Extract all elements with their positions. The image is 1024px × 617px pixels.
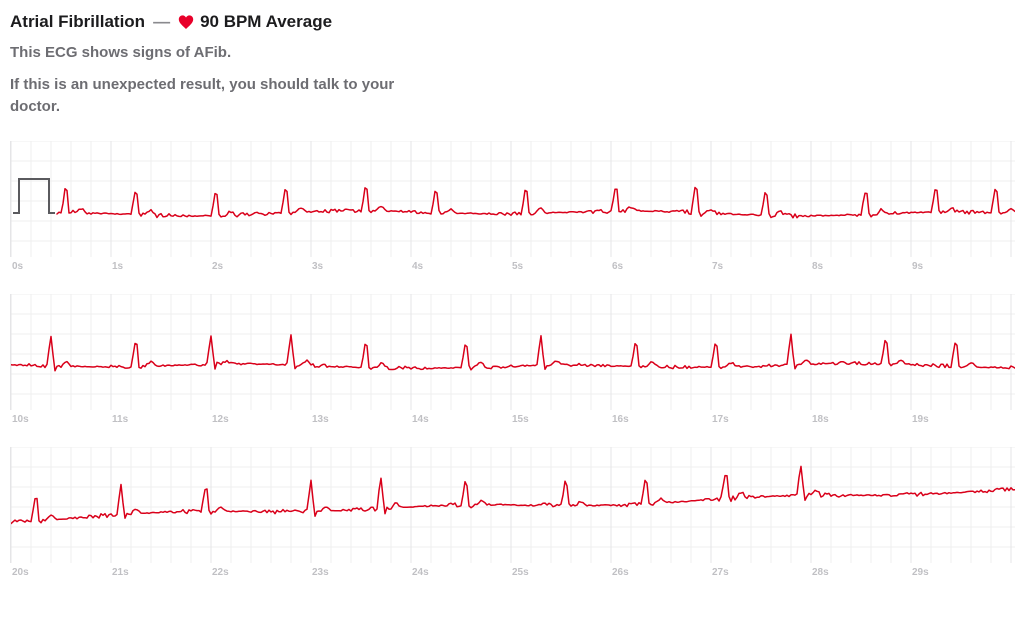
time-tick-label: 27s (710, 567, 810, 578)
time-tick-label: 20s (10, 567, 110, 578)
time-tick-label: 1s (110, 261, 210, 272)
time-tick-label: 3s (310, 261, 410, 272)
time-tick-label: 21s (110, 567, 210, 578)
time-tick-label: 5s (510, 261, 610, 272)
time-tick-label: 9s (910, 261, 1010, 272)
time-axis: 10s11s12s13s14s15s16s17s18s19s (10, 414, 1014, 425)
title-line: Atrial Fibrillation — 90 BPM Average (10, 12, 1014, 32)
time-tick-label: 13s (310, 414, 410, 425)
time-axis: 0s1s2s3s4s5s6s7s8s9s (10, 261, 1014, 272)
time-tick-label: 7s (710, 261, 810, 272)
heart-icon (178, 15, 194, 30)
time-tick-label: 24s (410, 567, 510, 578)
description-line-1: This ECG shows signs of AFib. (10, 42, 430, 64)
time-axis: 20s21s22s23s24s25s26s27s28s29s (10, 567, 1014, 578)
time-tick-label: 2s (210, 261, 310, 272)
time-tick-label: 18s (810, 414, 910, 425)
time-tick-label: 26s (610, 567, 710, 578)
time-tick-label: 11s (110, 414, 210, 425)
ecg-strip: 10s11s12s13s14s15s16s17s18s19s (10, 294, 1014, 425)
ecg-strips: 0s1s2s3s4s5s6s7s8s9s 10s11s12s13s14s15s16… (10, 141, 1014, 578)
time-tick-label: 6s (610, 261, 710, 272)
ecg-strip-graph (10, 447, 1014, 563)
ecg-strip-graph (10, 294, 1014, 410)
time-tick-label: 8s (810, 261, 910, 272)
time-tick-label: 16s (610, 414, 710, 425)
diagnosis-label: Atrial Fibrillation (10, 12, 145, 32)
time-tick-label: 23s (310, 567, 410, 578)
time-tick-label: 12s (210, 414, 310, 425)
ecg-header: Atrial Fibrillation — 90 BPM Average Thi… (10, 12, 1014, 117)
time-tick-label: 15s (510, 414, 610, 425)
time-tick-label: 4s (410, 261, 510, 272)
description-line-2: If this is an unexpected result, you sho… (10, 74, 430, 118)
ecg-strip-graph (10, 141, 1014, 257)
time-tick-label: 29s (910, 567, 1010, 578)
separator: — (153, 12, 170, 32)
time-tick-label: 17s (710, 414, 810, 425)
time-tick-label: 19s (910, 414, 1010, 425)
time-tick-label: 25s (510, 567, 610, 578)
ecg-strip: 0s1s2s3s4s5s6s7s8s9s (10, 141, 1014, 272)
ecg-strip: 20s21s22s23s24s25s26s27s28s29s (10, 447, 1014, 578)
time-tick-label: 14s (410, 414, 510, 425)
time-tick-label: 28s (810, 567, 910, 578)
time-tick-label: 22s (210, 567, 310, 578)
bpm-label: 90 BPM Average (200, 12, 332, 32)
time-tick-label: 10s (10, 414, 110, 425)
time-tick-label: 0s (10, 261, 110, 272)
